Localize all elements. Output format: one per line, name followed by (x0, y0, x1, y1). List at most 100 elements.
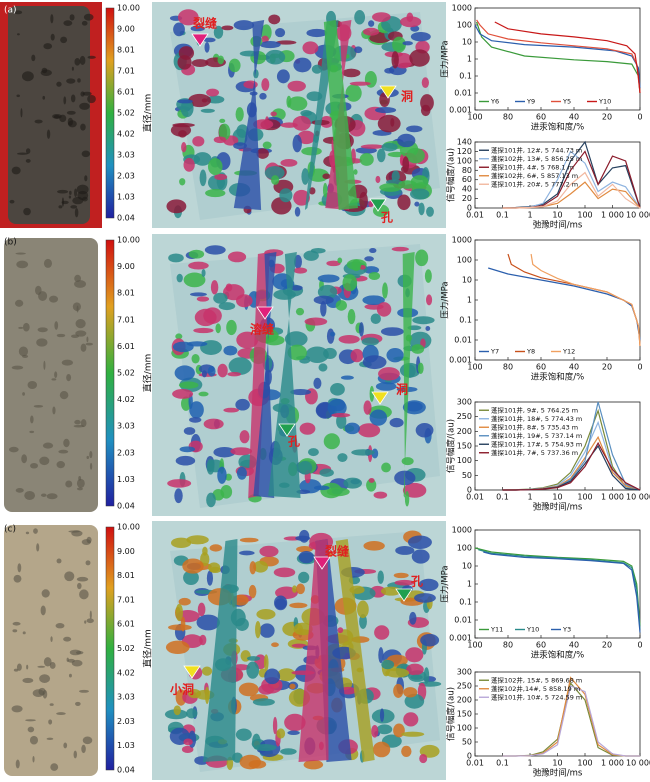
core-texture (20, 108, 23, 118)
y-tick-label: 1 (467, 296, 472, 305)
pore-blob (392, 36, 406, 53)
core-texture (22, 677, 34, 684)
core-texture (43, 43, 53, 50)
core-texture (73, 750, 77, 759)
x-tick-label: 1 000 (601, 211, 624, 220)
pore-blob (320, 301, 327, 317)
core-texture (14, 299, 24, 307)
y-tick-label: 1 (467, 55, 472, 64)
pore-blob (275, 40, 297, 45)
x-axis-label: 弛豫时间/ms (533, 502, 583, 513)
pore-blob (409, 188, 430, 200)
y-tick-label: 40 (462, 185, 472, 194)
pore-blob (230, 447, 253, 456)
pore-blob (190, 25, 205, 32)
pore-blob (254, 744, 277, 752)
pore-blob (253, 119, 274, 130)
colorbar-tick-label: 9.00 (117, 547, 135, 556)
pore-blob (262, 141, 272, 149)
pore-blob (223, 345, 238, 356)
pore-blob (239, 550, 255, 556)
pore-blob (296, 583, 305, 595)
annotation-arrow (395, 588, 413, 602)
pore-blob (191, 353, 200, 364)
pore-blob (215, 323, 221, 334)
pore-blob (368, 478, 375, 483)
pore-blob (340, 375, 354, 380)
core-texture (18, 326, 24, 329)
pore-blob (357, 600, 369, 619)
pore-blob (168, 624, 192, 631)
core-texture (11, 166, 21, 175)
pore-blob (329, 331, 336, 337)
y-tick-label: 0.001 (449, 356, 472, 365)
core-texture (81, 150, 91, 158)
core-texture (78, 689, 90, 693)
pore-blob (189, 401, 204, 419)
core-texture (25, 531, 30, 535)
pore-blob (313, 485, 330, 491)
core-texture (36, 543, 40, 552)
core-photo (4, 238, 98, 512)
pore-blob (382, 282, 388, 299)
core-texture (66, 110, 76, 115)
pore-blob (235, 728, 252, 741)
pore-blob (177, 55, 192, 70)
x-tick-label: 0.1 (496, 211, 509, 220)
core-texture (74, 419, 81, 425)
pore-blob (189, 417, 202, 423)
series-line (502, 685, 640, 757)
pore-blob (172, 123, 195, 128)
x-axis-label: 进汞饱和度/% (531, 650, 584, 661)
pore-blob (175, 455, 196, 466)
colorbar-tick-label: 2.03 (117, 717, 135, 726)
pore-blob (303, 250, 319, 261)
pore-blob (218, 302, 236, 311)
pore-blob (182, 558, 204, 574)
y-axis-label: 信号幅度/(au) (446, 419, 457, 473)
pore-blob (206, 492, 216, 508)
pore-blob (358, 322, 364, 337)
core-texture (69, 14, 75, 21)
core-texture (12, 621, 21, 626)
core-texture (76, 184, 89, 195)
pore-blob (199, 169, 207, 187)
core-texture (83, 13, 94, 21)
pore-blob (344, 422, 360, 435)
series-line (502, 441, 641, 491)
core-texture (21, 454, 28, 464)
y-tick-label: 0.1 (459, 72, 472, 81)
legend-label: Y6 (490, 98, 499, 106)
core-texture (36, 338, 48, 347)
colorbar-tick-label: 8.01 (117, 571, 135, 580)
pore-blob (384, 67, 395, 74)
legend-label: 蓬探101井, 20#, 5 777.2 m (491, 179, 578, 188)
pore-blob (379, 708, 385, 722)
pore-blob (338, 334, 360, 344)
x-tick-label: 80 (503, 113, 513, 122)
pore-blob (256, 608, 276, 620)
pore-blob (165, 640, 190, 655)
pore-blob (306, 28, 328, 38)
pore-blob (371, 725, 379, 738)
colorbar-tick-label: 2.03 (117, 448, 135, 457)
y-axis-label: 信号幅度/(au) (446, 687, 457, 741)
pore-blob (205, 189, 226, 198)
core-texture (50, 763, 59, 771)
x-tick-label: 40 (569, 363, 579, 372)
fracture (402, 252, 415, 498)
panel-label: (c) (4, 525, 16, 535)
pore-blob (223, 407, 239, 413)
core-texture (55, 623, 65, 629)
series-line (476, 19, 641, 94)
x-tick-label: 80 (503, 641, 513, 650)
core-texture (22, 354, 29, 359)
pore-blob (401, 745, 412, 757)
core-texture (66, 374, 72, 382)
y-tick-label: 100 (457, 21, 472, 30)
fracture (203, 539, 238, 762)
annotation: 裂缝 (324, 544, 349, 559)
pore-blob (426, 294, 433, 306)
core-texture (46, 737, 54, 741)
core-texture (82, 736, 93, 745)
